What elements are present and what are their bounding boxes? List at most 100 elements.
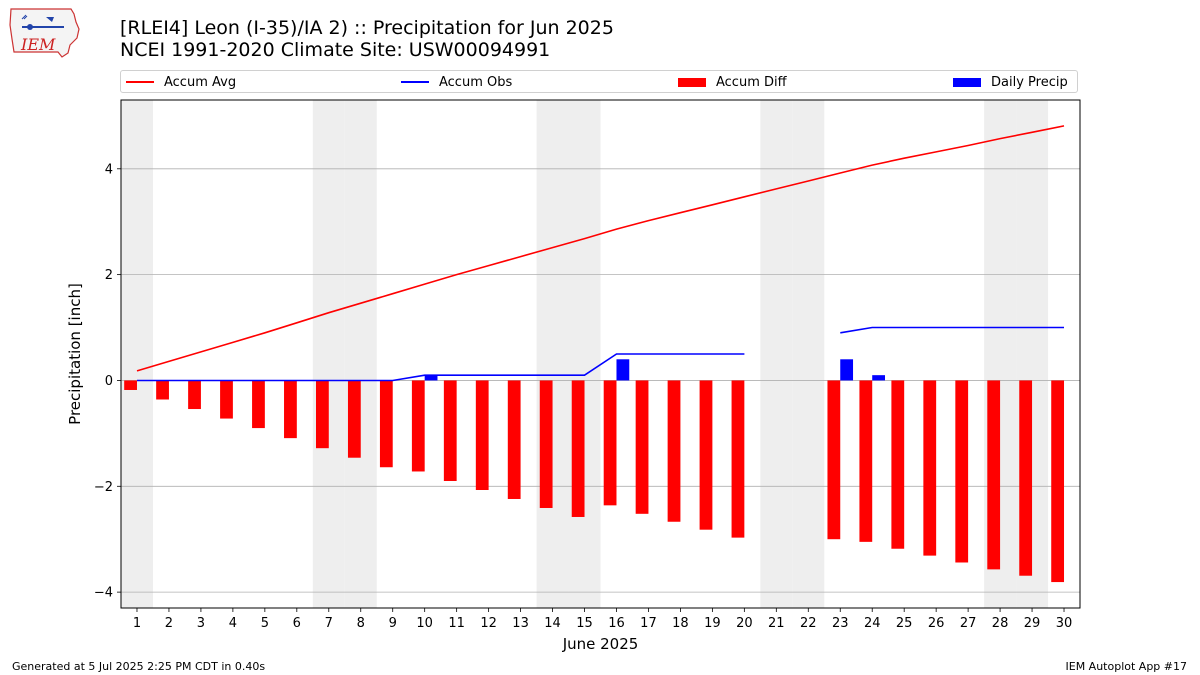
- x-tick-label: 21: [768, 616, 785, 631]
- daily-bar-24: [872, 375, 886, 381]
- iem-logo: IEM: [9, 8, 80, 58]
- y-axis-label: Precipitation [inch]: [66, 283, 84, 425]
- legend-swatch-daily-precip: [953, 77, 981, 87]
- x-tick-label: 4: [229, 616, 237, 631]
- legend-label-accum-avg: Accum Avg: [164, 74, 237, 90]
- diff-bar-9: [379, 380, 393, 468]
- weekend-band-7: [312, 100, 345, 608]
- daily-bar-16: [616, 359, 630, 381]
- diff-bar-16: [603, 380, 617, 506]
- legend-label-accum-obs: Accum Obs: [439, 74, 513, 90]
- diff-bar-29: [1019, 380, 1033, 576]
- diff-bar-4: [220, 380, 233, 419]
- x-tick-label: 18: [672, 616, 689, 631]
- diff-bar-10: [411, 380, 425, 472]
- x-tick-label: 2: [165, 616, 173, 631]
- legend-item-daily-precip: Daily Precip: [953, 73, 1068, 91]
- x-tick-label: 28: [992, 616, 1009, 631]
- y-tick-label: −4: [94, 586, 113, 601]
- weekend-band-14: [536, 100, 569, 608]
- legend: Accum Avg Accum Obs Accum Diff Daily Pre…: [120, 70, 1078, 93]
- diff-bar-28: [987, 380, 1001, 570]
- x-tick-label: 26: [928, 616, 945, 631]
- x-tick-label: 15: [576, 616, 593, 631]
- diff-bar-17: [635, 380, 649, 514]
- x-tick-label: 12: [480, 616, 497, 631]
- logo-text: IEM: [20, 35, 56, 54]
- accum-obs-line-0: [137, 353, 745, 382]
- x-tick-label: 1: [133, 616, 141, 631]
- y-tick-label: 0: [105, 374, 113, 389]
- diff-bar-14: [539, 380, 553, 508]
- diff-bar-1: [124, 380, 137, 390]
- diff-bar-11: [443, 380, 457, 481]
- diff-bar-12: [475, 380, 489, 490]
- diff-bar-8: [347, 380, 361, 458]
- chart-title: [RLEI4] Leon (I-35)/IA 2) :: Precipitati…: [120, 17, 614, 39]
- y-tick-label: 4: [105, 162, 113, 177]
- app-note: IEM Autoplot App #17: [1065, 660, 1188, 673]
- x-tick-label: 10: [416, 616, 433, 631]
- x-tick-label: 16: [608, 616, 625, 631]
- x-tick-label: 30: [1056, 616, 1073, 631]
- accum-avg-line-0: [136, 125, 1065, 372]
- diff-bar-30: [1051, 380, 1065, 583]
- plot-frame: [120, 99, 1081, 609]
- x-tick-label: 6: [293, 616, 301, 631]
- y-tick-label: 2: [105, 268, 113, 283]
- x-axis-label: June 2025: [562, 635, 639, 653]
- legend-label-accum-diff: Accum Diff: [716, 74, 787, 90]
- diff-bar-24: [859, 380, 873, 542]
- weekend-band-8: [344, 100, 377, 608]
- x-tick-label: 9: [389, 616, 397, 631]
- x-tick-label: 27: [960, 616, 977, 631]
- diff-bar-25: [891, 380, 905, 549]
- x-tick-label: 3: [197, 616, 205, 631]
- weekend-band-21: [760, 100, 793, 608]
- x-tick-label: 14: [544, 616, 561, 631]
- weekend-band-22: [792, 100, 825, 608]
- diff-bar-3: [188, 380, 201, 410]
- x-tick-label: 13: [512, 616, 529, 631]
- x-tick-label: 22: [800, 616, 817, 631]
- diff-bar-19: [699, 380, 713, 530]
- legend-item-accum-diff: Accum Diff: [678, 73, 787, 91]
- x-tick-label: 19: [704, 616, 721, 631]
- x-tick-label: 23: [832, 616, 849, 631]
- legend-item-accum-obs: Accum Obs: [401, 73, 512, 91]
- diff-bar-20: [731, 380, 745, 538]
- iowa-outline-icon: [9, 8, 80, 58]
- diff-bar-5: [252, 380, 265, 429]
- diff-bar-7: [315, 380, 329, 449]
- x-tick-label: 20: [736, 616, 753, 631]
- x-tick-label: 7: [325, 616, 333, 631]
- weekend-band-15: [568, 100, 601, 608]
- x-tick-label: 29: [1024, 616, 1041, 631]
- diff-bar-2: [156, 380, 169, 400]
- legend-swatch-accum-obs: [401, 81, 429, 83]
- x-tick-label: 17: [640, 616, 657, 631]
- accum-obs-line-1: [840, 326, 1064, 334]
- daily-bar-23: [840, 359, 854, 381]
- x-tick-label: 5: [261, 616, 269, 631]
- x-tick-label: 25: [896, 616, 913, 631]
- legend-item-accum-avg: Accum Avg: [126, 73, 236, 91]
- weekend-band-1: [121, 100, 153, 608]
- y-tick-label: −2: [94, 480, 113, 495]
- generated-note: Generated at 5 Jul 2025 2:25 PM CDT in 0…: [12, 660, 266, 673]
- x-tick-label: 11: [448, 616, 465, 631]
- diff-bar-26: [923, 380, 937, 556]
- diff-bar-15: [571, 380, 585, 517]
- diff-bar-27: [955, 380, 969, 563]
- diff-bar-13: [507, 380, 521, 499]
- x-tick-label: 8: [357, 616, 365, 631]
- chart-subtitle: NCEI 1991-2020 Climate Site: USW00094991: [120, 39, 551, 61]
- diff-bar-6: [284, 380, 297, 439]
- daily-bar-10: [424, 375, 438, 381]
- legend-swatch-accum-avg: [126, 81, 154, 83]
- legend-swatch-accum-diff: [678, 77, 706, 87]
- diff-bar-18: [667, 380, 681, 522]
- x-tick-label: 24: [864, 616, 881, 631]
- diff-bar-23: [827, 380, 841, 540]
